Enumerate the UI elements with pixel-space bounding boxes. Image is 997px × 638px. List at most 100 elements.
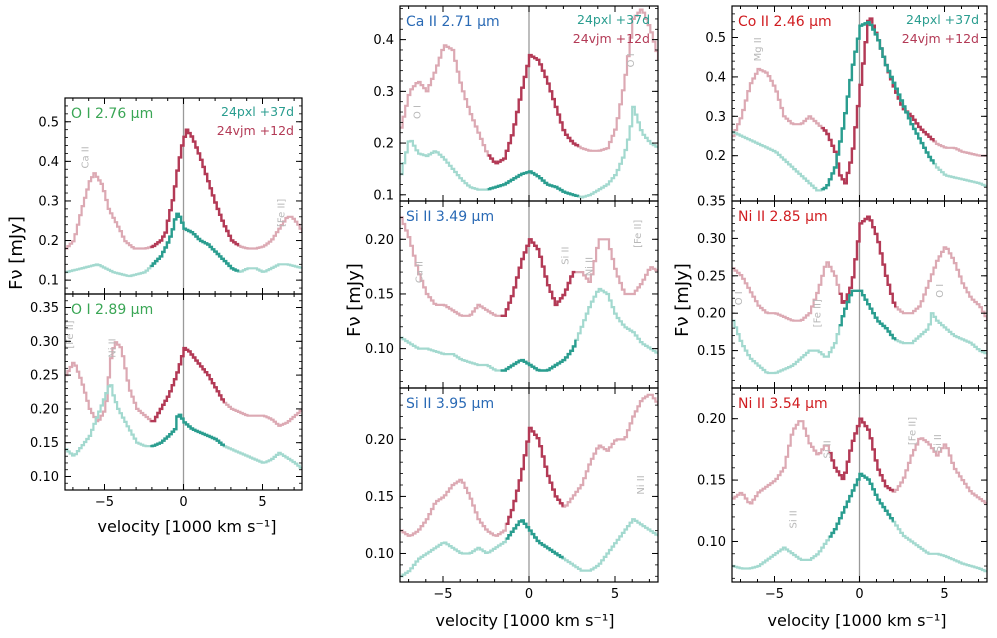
- series-highlight-pxl: [150, 413, 225, 448]
- x-tick-label: −5: [433, 587, 452, 602]
- series-group: [400, 216, 658, 372]
- legend-pxl: 24pxl +37d: [221, 104, 294, 119]
- column-2: O I O I 0.1 0.2 0.3 0.4 Ca II 2.71 µm 24pxl +37…: [344, 5, 659, 630]
- y-tick-label: 0.20: [365, 433, 394, 448]
- panel-si2-349: Ca II Si II Ni II [Fe II] 0.10 0.15 0.20 Si II …: [365, 200, 659, 389]
- y-tick-label: 0.25: [697, 269, 726, 284]
- series-group: [65, 341, 302, 470]
- legend-pxl: 24pxl +37d: [906, 12, 979, 27]
- x-tick-label: −5: [765, 587, 784, 602]
- line-annotation: Mg II: [753, 37, 764, 61]
- x-axis-title-col2: velocity [1000 km s⁻¹]: [435, 611, 614, 630]
- x-axis-title-col3: velocity [1000 km s⁻¹]: [767, 611, 946, 630]
- y-tick-label: 0.35: [697, 195, 726, 210]
- line-annotation: O I: [413, 105, 424, 119]
- series-group: [732, 215, 987, 375]
- x-axis-title-col1: velocity [1000 km s⁻¹]: [97, 517, 276, 536]
- column-1: Ca II [Fe II] 0.1 0.2 0.3 0.4 0.5 O I 2.76 µm 24…: [6, 97, 303, 536]
- y-tick-label: 0.20: [30, 402, 59, 417]
- x-tick-label: 0: [525, 587, 533, 602]
- line-annotation: Ca II: [81, 146, 92, 168]
- line-annotation: [Fe II]: [633, 220, 644, 248]
- y-tick-label: 0.3: [38, 194, 59, 209]
- x-tick-label: 5: [258, 495, 266, 510]
- line-annotation: O I: [626, 53, 637, 67]
- x-tick-label: 0: [855, 587, 863, 602]
- y-tick-label: 0.4: [373, 33, 394, 48]
- panel-title: O I 2.76 µm: [71, 106, 153, 122]
- y-tick-label: 0.5: [38, 115, 59, 130]
- line-annotation: Si II: [823, 440, 834, 458]
- panel-o1-289: [Fe II] Ni II −5 0 5 0.10 0.15 0.20 0.25 0.30 0.35…: [30, 293, 303, 510]
- x-tick-label: −5: [95, 495, 114, 510]
- panel-ni2-285: O I [Fe II] O I 0.15 0.20 0.25 0.30 0.35 Ni II 2…: [697, 195, 988, 389]
- series-group: [400, 393, 658, 578]
- y-tick-label: 0.30: [30, 335, 59, 350]
- y-tick-label: 0.5: [705, 31, 726, 46]
- y-tick-label: 0.2: [38, 234, 59, 249]
- series-highlight-pxl: [500, 339, 577, 372]
- panel-co2-246: Mg II 0.2 0.3 0.4 0.5 Co II 2.46 µm 24pxl +37d…: [705, 5, 988, 202]
- series-group: [65, 128, 302, 278]
- x-tick-label: 0: [179, 495, 187, 510]
- y-tick-label: 0.1: [38, 274, 59, 289]
- panel-title: O I 2.89 µm: [71, 302, 153, 318]
- y-axis-title-col3: Fν [mJy]: [672, 263, 693, 337]
- series-group: [732, 417, 987, 573]
- y-tick-label: 0.15: [697, 474, 726, 489]
- panel-title: Ni II 3.54 µm: [738, 396, 828, 412]
- x-tick-label: 5: [611, 587, 619, 602]
- panel-title: Ni II 2.85 µm: [738, 209, 828, 225]
- line-annotation: Si II: [789, 510, 800, 528]
- line-annotation: [Fe II]: [277, 199, 288, 227]
- y-tick-label: 0.15: [365, 287, 394, 302]
- y-tick-label: 0.10: [697, 535, 726, 550]
- panel-title: Ca II 2.71 µm: [406, 14, 500, 30]
- y-tick-label: 0.30: [697, 232, 726, 247]
- panel-ca2-271: O I O I 0.1 0.2 0.3 0.4 Ca II 2.71 µm 24pxl +37…: [373, 5, 659, 203]
- line-annotation: Ni II: [636, 475, 647, 494]
- panel-title: Si II 3.95 µm: [406, 396, 494, 412]
- y-tick-label: 0.3: [373, 85, 394, 100]
- line-annotation: [Fe II]: [908, 417, 919, 445]
- y-axis-title-col1: Fν [mJy]: [6, 216, 27, 290]
- series-highlight-pxl: [487, 170, 580, 197]
- y-tick-label: 0.20: [697, 307, 726, 322]
- y-tick-label: 0.2: [705, 149, 726, 164]
- series-group: [732, 17, 987, 192]
- line-annotation: Si II: [933, 434, 944, 452]
- y-tick-label: 0.20: [365, 233, 394, 248]
- series-highlight-pxl: [839, 289, 897, 341]
- y-tick-label: 0.10: [30, 470, 59, 485]
- y-tick-label: 0.20: [697, 412, 726, 427]
- panel-title: Si II 3.49 µm: [406, 209, 494, 225]
- y-tick-label: 0.25: [30, 369, 59, 384]
- series-highlight-vjm: [505, 426, 564, 525]
- x-tick-label: 5: [940, 587, 948, 602]
- y-tick-label: 0.15: [30, 436, 59, 451]
- y-tick-label: 0.4: [38, 155, 59, 170]
- column-3: Mg II 0.2 0.3 0.4 0.5 Co II 2.46 µm 24pxl +37d…: [672, 5, 988, 630]
- line-annotation: Si II: [561, 247, 572, 265]
- line-annotation: O I: [935, 284, 946, 298]
- series-highlight-pxl: [828, 472, 894, 538]
- line-annotation: Ca II: [414, 261, 425, 283]
- line-annotation: O I: [734, 291, 745, 305]
- y-tick-label: 0.4: [705, 70, 726, 85]
- y-tick-label: 0.2: [373, 137, 394, 152]
- series-highlight-vjm: [150, 346, 225, 423]
- legend-vjm: 24vjm +12d: [902, 31, 979, 46]
- series-group: [400, 8, 658, 199]
- series-highlight-vjm: [487, 53, 580, 165]
- y-tick-label: 0.15: [697, 344, 726, 359]
- panel-ni2-354: Si II Si II [Fe II] Si II −5 0 5 0.10 0.15 0.20 Ni…: [697, 387, 988, 602]
- series-highlight-pxl: [505, 519, 564, 559]
- panel-o1-276: Ca II [Fe II] 0.1 0.2 0.3 0.4 0.5 O I 2.76 µm 24…: [38, 97, 303, 295]
- series-highlight-pxl: [150, 212, 240, 272]
- series-highlight-vjm: [828, 417, 894, 492]
- y-tick-label: 0.1: [373, 188, 394, 203]
- y-tick-label: 0.15: [365, 490, 394, 505]
- panel-title: Co II 2.46 µm: [738, 14, 832, 30]
- series-highlight-vjm: [839, 215, 897, 308]
